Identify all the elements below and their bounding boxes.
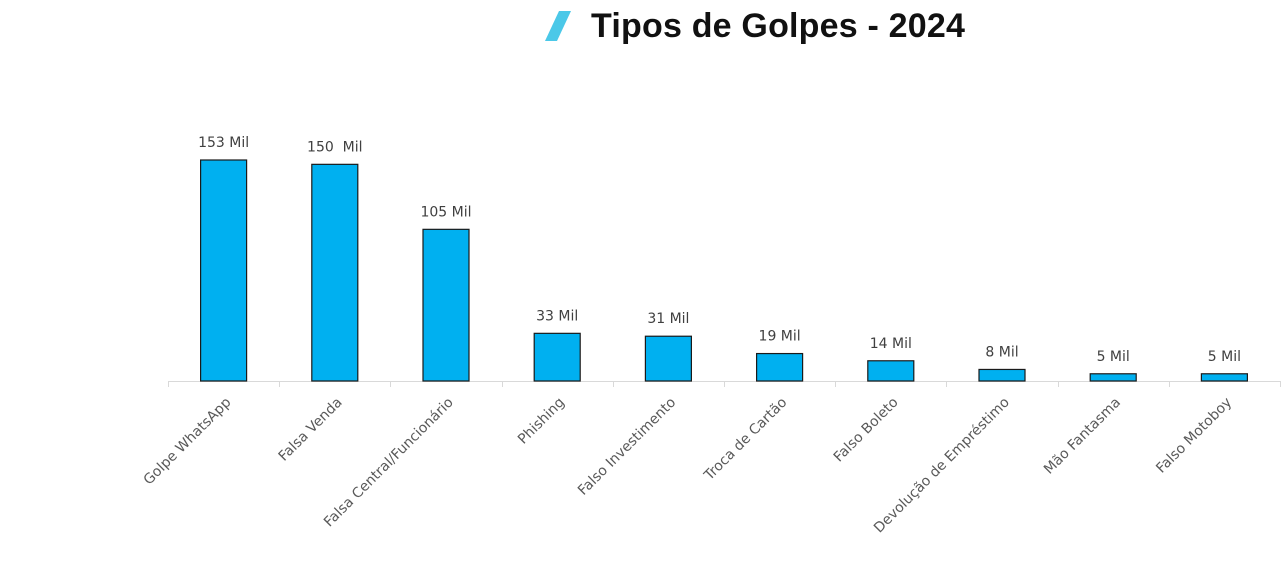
category-label: Falso Investimento <box>575 395 679 499</box>
bar-8 <box>1089 373 1137 382</box>
data-label: 5 Mil <box>1097 349 1130 365</box>
data-label: 150 Mil <box>307 139 362 155</box>
bar-6 <box>867 360 915 382</box>
data-label: 19 Mil <box>759 329 801 345</box>
category-label: Falsa Venda <box>276 395 346 465</box>
category-label: Golpe WhatsApp <box>141 394 235 488</box>
category-label: Falso Motoboy <box>1153 395 1235 477</box>
bar-2 <box>422 228 470 382</box>
category-label: Phishing <box>515 395 568 448</box>
data-label: 153 Mil <box>198 135 249 151</box>
data-label: 8 Mil <box>985 344 1018 360</box>
slash-accent-icon <box>543 8 577 44</box>
data-label: 33 Mil <box>536 308 578 324</box>
category-label: Falsa Central/Funcionário <box>321 395 457 531</box>
data-label: 31 Mil <box>647 311 689 327</box>
category-label: Mão Fantasma <box>1041 395 1124 478</box>
bar-4 <box>644 335 693 382</box>
data-label: 14 Mil <box>870 336 912 352</box>
bar-0 <box>200 159 248 382</box>
bar-7 <box>978 368 1026 382</box>
chart-title: Tipos de Golpes - 2024 <box>591 6 966 45</box>
bar-1 <box>311 163 359 382</box>
category-label: Devolução de Empréstimo <box>871 395 1013 537</box>
data-label: 105 Mil <box>420 204 471 220</box>
category-label: Troca de Cartão <box>701 395 791 485</box>
chart-title-block: Tipos de Golpes - 2024 <box>543 4 965 48</box>
data-label: 5 Mil <box>1208 349 1241 365</box>
category-label: Falso Boleto <box>831 395 902 466</box>
bar-9 <box>1200 373 1249 382</box>
bar-5 <box>755 352 804 382</box>
bar-3 <box>533 332 581 382</box>
